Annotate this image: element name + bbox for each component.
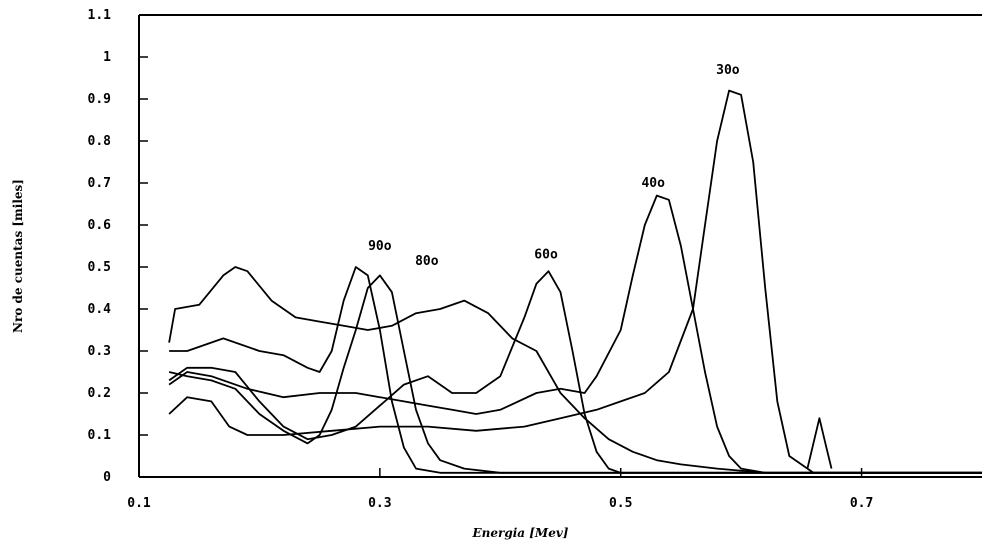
x-tick-label: 0.3: [368, 496, 391, 511]
x-axis-ticks: 0.1 0.3 0.5 0.7: [127, 468, 873, 511]
y-tick-label: 0.7: [88, 176, 111, 191]
y-tick-label: 0: [103, 470, 111, 485]
y-tick-label: 0.6: [88, 218, 112, 233]
y-tick-label: 0.1: [88, 428, 112, 443]
series-label-80o: 80o: [415, 254, 439, 269]
series-line-7: [806, 417, 833, 469]
series-label-90o: 90o: [368, 239, 392, 254]
series-label-30o: 30o: [716, 63, 740, 78]
series-line-6: [168, 266, 982, 474]
series-80o-line: [168, 274, 982, 474]
y-tick-label: 0.9: [88, 92, 111, 107]
series-lines: [168, 89, 982, 474]
y-tick-label: 0.8: [88, 134, 112, 149]
series-30o-line: [168, 89, 982, 474]
y-tick-label: 1: [103, 50, 111, 65]
y-tick-label: 0.2: [88, 386, 111, 401]
plot-frame: [138, 14, 982, 478]
y-tick-label: 1.1: [88, 8, 112, 23]
series-label-40o: 40o: [641, 176, 665, 191]
series-label-60o: 60o: [534, 248, 558, 263]
y-tick-label: 0.4: [88, 302, 112, 317]
series-60o-line: [168, 270, 982, 474]
y-tick-label: 0.3: [88, 344, 111, 359]
x-axis-title: Energia [Mev]: [472, 526, 569, 540]
x-tick-label: 0.5: [609, 496, 632, 511]
y-tick-label: 0.5: [88, 260, 111, 275]
series-90o-line: [169, 266, 982, 474]
series-40o-line: [168, 194, 982, 474]
x-tick-label: 0.1: [127, 496, 151, 511]
y-axis-title: Nro de cuentas [miles]: [11, 179, 25, 333]
y-axis-ticks: 0 0.1 0.2 0.3 0.4 0.5 0.6 0.7 0.8 0.9 1 1.1: [88, 8, 148, 485]
x-tick-label: 0.7: [850, 496, 873, 511]
series-labels: 30o 40o 60o 80o 90o: [368, 63, 740, 269]
